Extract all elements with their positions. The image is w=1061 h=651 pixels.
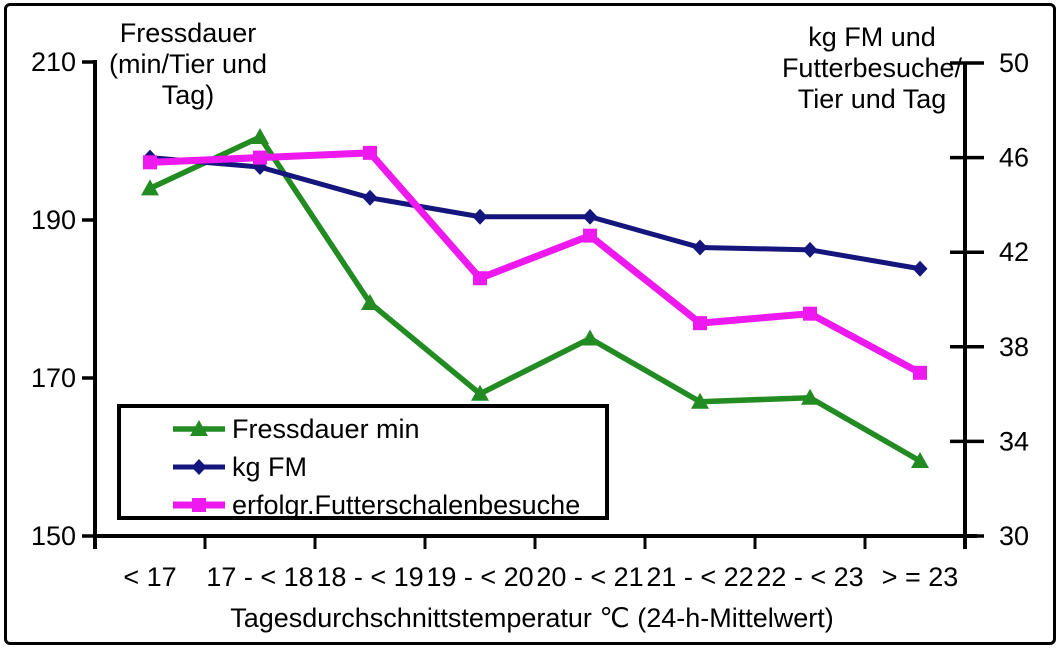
right-axis-tick-label: 46 bbox=[999, 143, 1029, 173]
right-axis-title: kg FM und Futterbesuche/ Tier und Tag bbox=[781, 22, 963, 114]
right-axis-tick-label: 38 bbox=[999, 332, 1029, 362]
right-axis-tick-label: 30 bbox=[999, 521, 1029, 551]
diamond-marker-icon bbox=[362, 189, 378, 206]
left-axis-tick-label: 150 bbox=[31, 521, 76, 551]
x-axis-tick-label: 21 - < 22 bbox=[646, 562, 753, 592]
x-axis-tick-label: 22 - < 23 bbox=[756, 562, 863, 592]
diamond-marker-icon bbox=[802, 241, 818, 258]
legend-swatch bbox=[173, 459, 225, 475]
square-marker-icon bbox=[473, 271, 487, 286]
chart-outer-border bbox=[4, 3, 1056, 645]
right-axis-tick-label: 42 bbox=[999, 237, 1029, 267]
right-axis-tick-label: 34 bbox=[999, 426, 1029, 456]
triangle-marker-icon bbox=[251, 128, 269, 145]
triangle-marker-icon bbox=[361, 293, 379, 310]
diamond-marker-icon bbox=[191, 459, 207, 475]
x-axis-tick-label: > = 23 bbox=[882, 562, 959, 592]
x-axis-tick-label: < 17 bbox=[123, 562, 176, 592]
triangle-marker-icon bbox=[691, 392, 709, 409]
x-axis-title: Tagesdurchschnittstemperatur ℃ (24-h-Mit… bbox=[230, 603, 834, 633]
square-marker-icon bbox=[913, 365, 927, 380]
square-marker-icon bbox=[803, 306, 817, 321]
triangle-marker-icon bbox=[911, 451, 929, 468]
legend-item: erfolgr.Futterschalenbesuche bbox=[121, 486, 605, 524]
triangle-marker-icon bbox=[581, 329, 599, 346]
diamond-marker-icon bbox=[912, 260, 928, 277]
left-axis-tick-label: 210 bbox=[31, 47, 76, 77]
x-axis-tick-label: 20 - < 21 bbox=[536, 562, 643, 592]
legend-item: kg FM bbox=[121, 448, 605, 486]
left-axis-title: Fressdauer (min/Tier und Tag) bbox=[108, 18, 268, 110]
diamond-marker-icon bbox=[582, 208, 598, 225]
square-marker-icon bbox=[143, 155, 157, 170]
legend-label: Fressdauer min bbox=[232, 413, 420, 444]
legend-box: Fressdauer min kg FM erfolgr.Futterschalen… bbox=[117, 404, 609, 520]
left-axis-tick-label: 190 bbox=[31, 205, 76, 235]
square-marker-icon bbox=[363, 145, 377, 160]
triangle-marker-icon bbox=[141, 179, 159, 196]
square-marker-icon bbox=[253, 150, 267, 165]
triangle-marker-icon bbox=[801, 388, 819, 405]
series-line-square bbox=[149, 149, 922, 376]
legend-item: Fressdauer min bbox=[121, 410, 605, 448]
diamond-marker-icon bbox=[472, 208, 488, 225]
right-axis-tick-label: 50 bbox=[999, 48, 1029, 78]
legend-swatch bbox=[173, 498, 225, 512]
series-line-diamond bbox=[149, 155, 921, 272]
x-axis-tick-label: 19 - < 20 bbox=[426, 562, 533, 592]
square-marker-icon bbox=[693, 316, 707, 331]
square-marker-icon bbox=[192, 498, 206, 512]
legend-label: kg FM bbox=[232, 451, 308, 482]
triangle-marker-icon bbox=[190, 420, 208, 436]
triangle-marker-icon bbox=[471, 384, 489, 401]
x-axis-tick-label: 17 - < 18 bbox=[206, 562, 313, 592]
series-line-triangle bbox=[148, 133, 922, 464]
left-axis-tick-label: 170 bbox=[31, 363, 76, 393]
square-marker-icon bbox=[583, 228, 597, 243]
diamond-marker-icon bbox=[692, 239, 708, 256]
x-axis-tick-label: 18 - < 19 bbox=[316, 562, 423, 592]
legend-swatch bbox=[173, 420, 225, 436]
legend-label: erfolgr.Futterschalenbesuche bbox=[232, 489, 581, 520]
